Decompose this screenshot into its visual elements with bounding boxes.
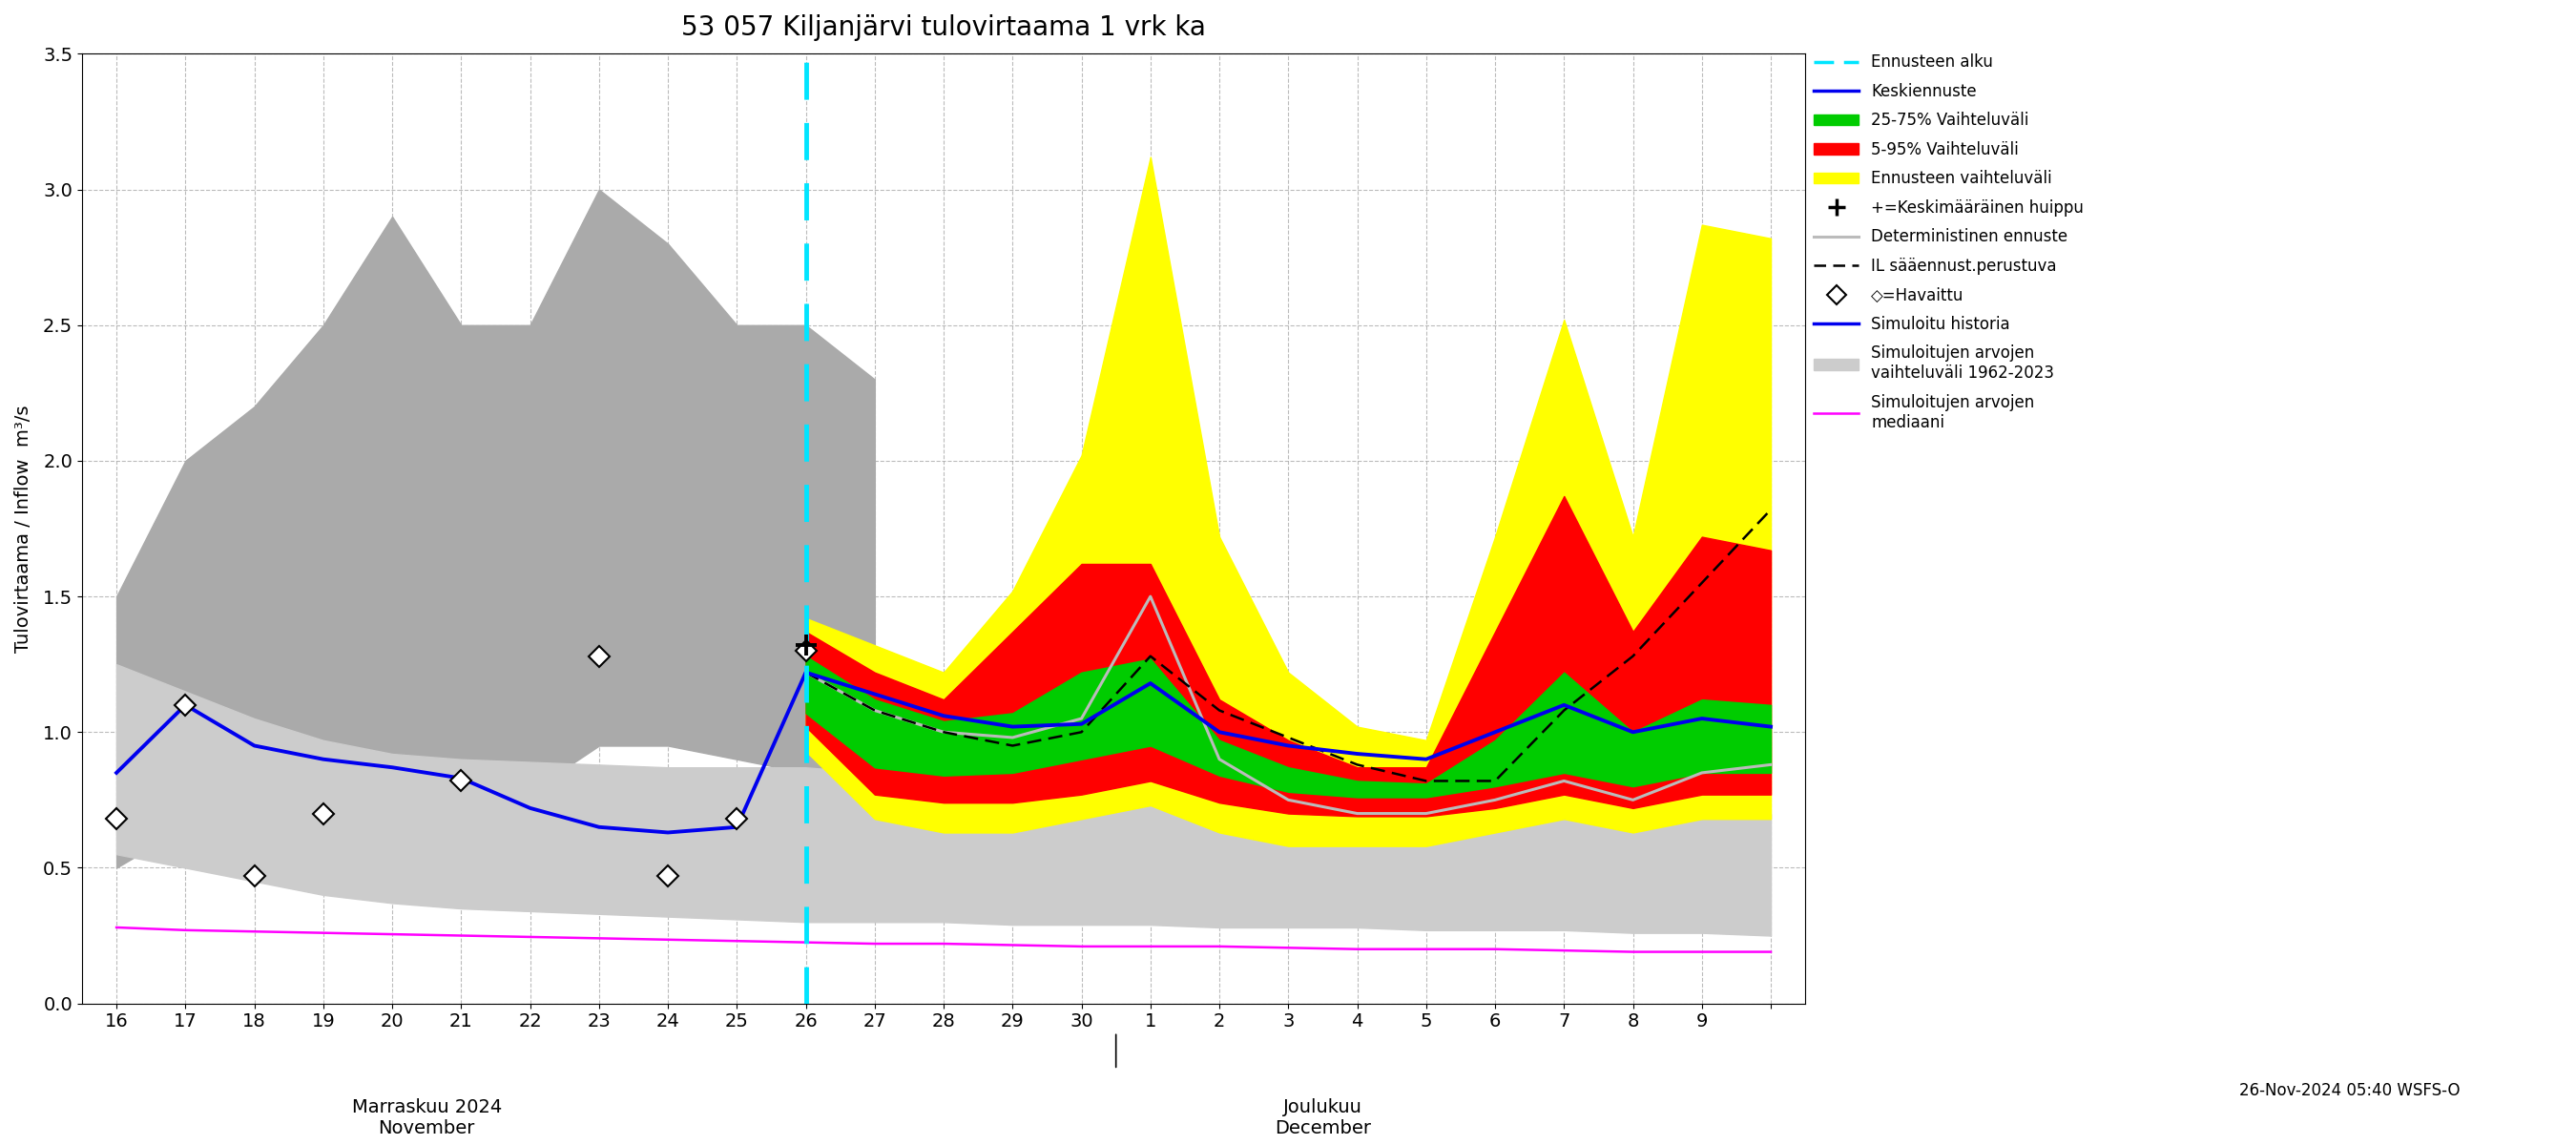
Legend: Ennusteen alku, Keskiennuste, 25-75% Vaihteluväli, 5-95% Vaihteluväli, Ennusteen: Ennusteen alku, Keskiennuste, 25-75% Vai… bbox=[1814, 54, 2084, 431]
Text: 26-Nov-2024 05:40 WSFS-O: 26-Nov-2024 05:40 WSFS-O bbox=[2239, 1082, 2460, 1099]
Text: Marraskuu 2024
November: Marraskuu 2024 November bbox=[353, 1098, 502, 1137]
Y-axis label: Tulovirtaama / Inflow  m³/s: Tulovirtaama / Inflow m³/s bbox=[15, 405, 33, 653]
Text: Joulukuu
December: Joulukuu December bbox=[1275, 1098, 1370, 1137]
Title: 53 057 Kiljanjärvi tulovirtaama 1 vrk ka: 53 057 Kiljanjärvi tulovirtaama 1 vrk ka bbox=[680, 14, 1206, 41]
